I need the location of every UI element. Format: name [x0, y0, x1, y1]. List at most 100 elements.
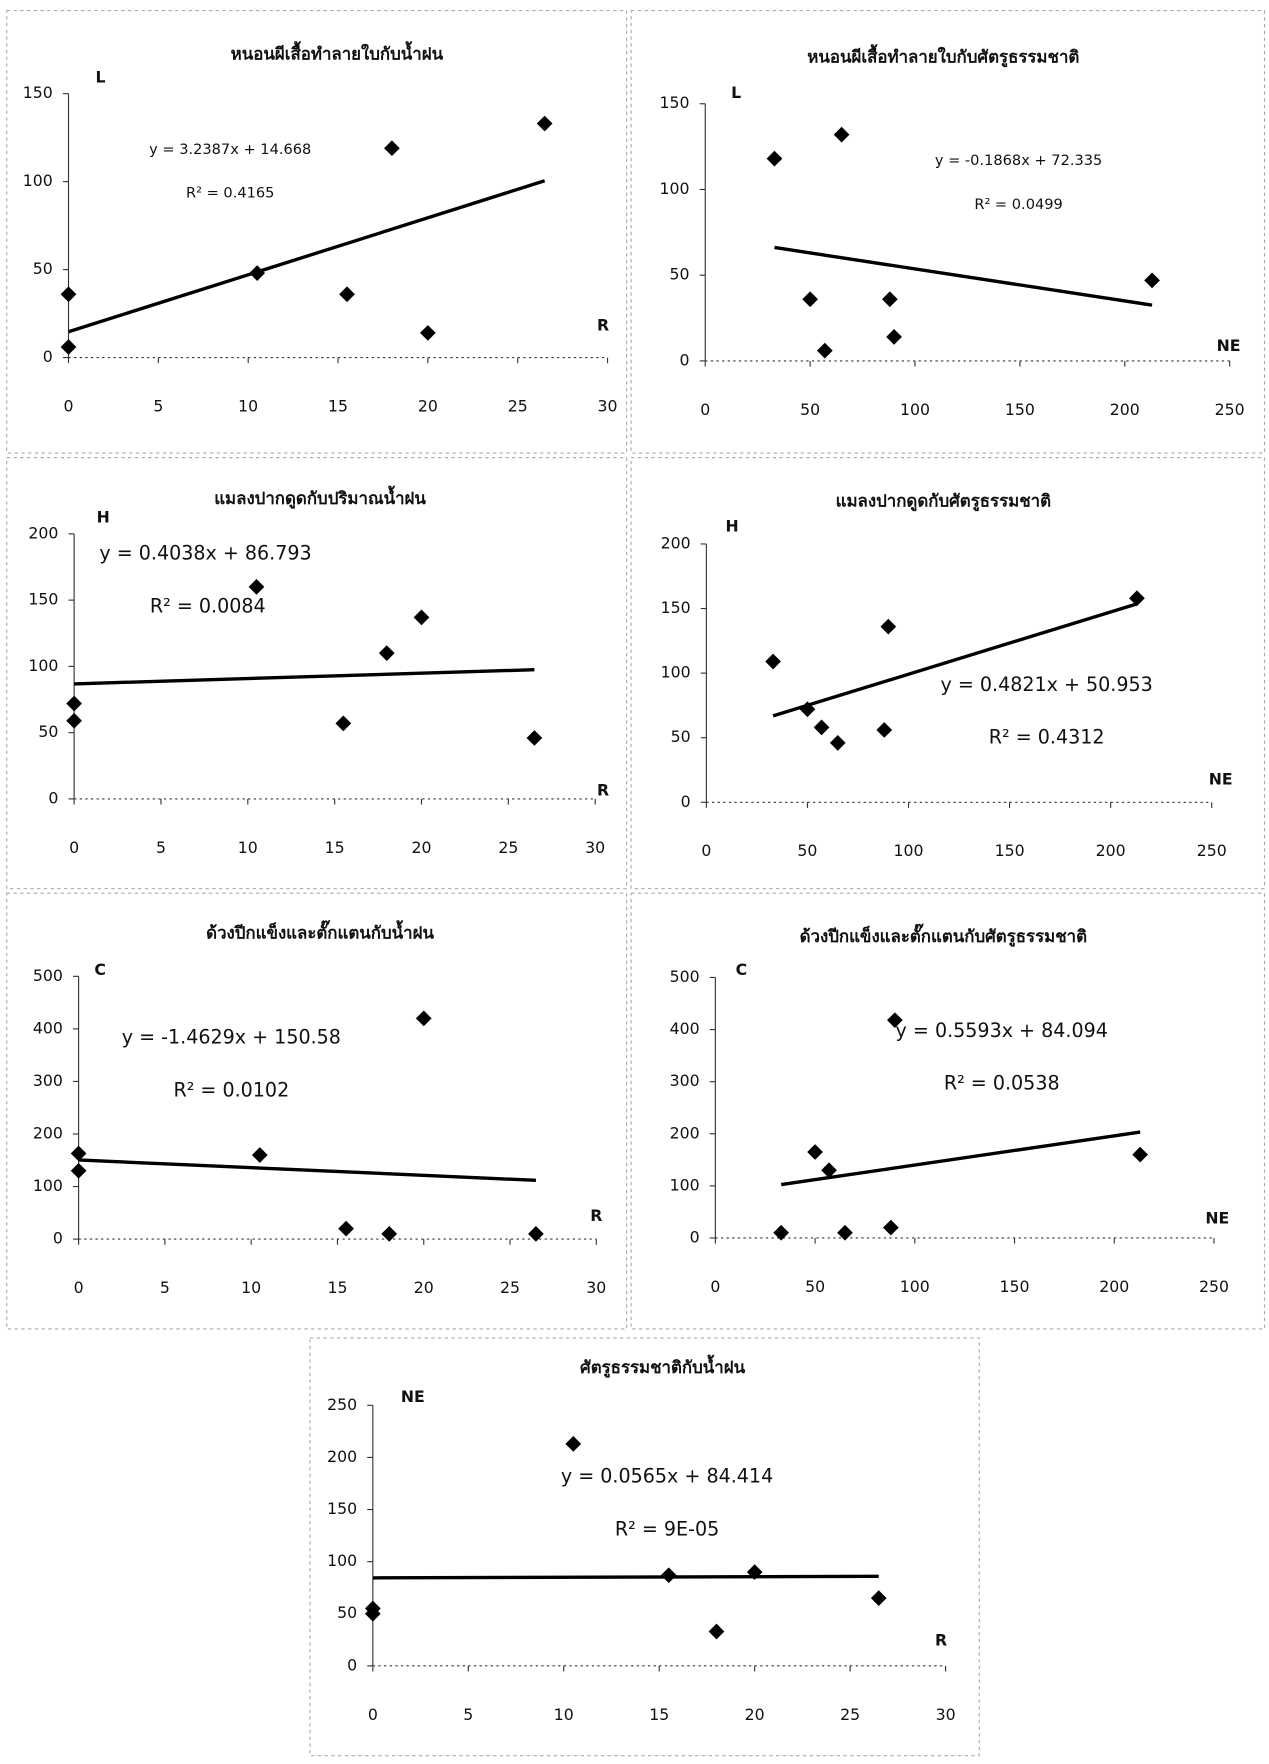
x-tick-label: 20 [418, 396, 438, 415]
page: หนอนผีเสื้อทำลายใบกับน้ำฝน05010015005101… [0, 0, 1269, 1764]
chart-title: ด้วงปีกแข็งและตั๊กแตนกับศัตรูธรรมชาติ [800, 923, 1087, 948]
x-tick-label: 0 [69, 838, 79, 857]
x-tick-label: 30 [586, 1278, 606, 1297]
x-tick-label: 250 [1197, 841, 1227, 860]
data-point [61, 286, 77, 302]
data-point [1129, 590, 1145, 606]
x-tick-label: 5 [160, 1278, 170, 1297]
trend-equation: y = 0.0565x + 84.414 [561, 1465, 773, 1488]
data-point [871, 1590, 887, 1606]
x-tick-label: 20 [745, 1705, 765, 1724]
data-point [661, 1567, 677, 1583]
x-tick-label: 0 [63, 396, 73, 415]
x-tick-label: 15 [328, 396, 348, 415]
y-tick-label: 0 [681, 792, 691, 811]
r-squared: R² = 0.0499 [974, 196, 1062, 213]
x-tick-label: 100 [894, 841, 924, 860]
trend-equation: y = 0.4821x + 50.953 [940, 673, 1152, 696]
y-tick-label: 100 [670, 1175, 700, 1194]
chart-title: ด้วงปีกแข็งและตั๊กแตนกับน้ำฝน [206, 920, 434, 943]
trend-equation: y = -1.4629x + 150.58 [122, 1026, 341, 1049]
y-tick-label: 0 [680, 350, 690, 369]
y-tick-label: 50 [38, 722, 58, 741]
data-point [252, 1147, 268, 1163]
y-tick-label: 100 [327, 1551, 357, 1570]
data-point [66, 696, 82, 712]
r-squared: R² = 0.0538 [944, 1072, 1060, 1095]
x-tick-label: 0 [701, 841, 711, 860]
x-tick-label: 50 [800, 400, 820, 419]
data-point [527, 730, 543, 746]
y-tick-label: 300 [670, 1071, 700, 1090]
data-point [880, 619, 896, 635]
data-point [709, 1624, 725, 1640]
y-axis-label: L [731, 83, 741, 102]
x-tick-label: 200 [1099, 1277, 1129, 1296]
y-tick-label: 150 [28, 590, 58, 609]
y-tick-label: 150 [660, 93, 690, 112]
x-tick-label: 20 [411, 838, 431, 857]
y-tick-label: 150 [661, 598, 691, 617]
x-tick-label: 10 [241, 1278, 261, 1297]
y-axis-label: H [97, 508, 110, 527]
y-axis-label: L [95, 67, 105, 86]
x-tick-label: 5 [156, 838, 166, 857]
data-point [1144, 272, 1160, 288]
trendline [773, 604, 1137, 716]
y-tick-label: 200 [33, 1124, 63, 1143]
x-tick-label: 50 [797, 841, 817, 860]
trendline [373, 1576, 879, 1578]
trend-equation: y = 0.4038x + 86.793 [99, 542, 311, 565]
r-squared: R² = 0.0084 [150, 594, 266, 617]
trend-equation: y = -0.1868x + 72.335 [935, 152, 1103, 169]
x-tick-label: 15 [649, 1705, 669, 1724]
y-tick-label: 400 [33, 1018, 63, 1037]
y-tick-label: 50 [671, 727, 691, 746]
data-point [338, 1221, 354, 1237]
panel-frame [7, 893, 627, 1329]
panel-frame [631, 11, 1264, 453]
x-tick-label: 100 [900, 400, 930, 419]
trend-equation: y = 0.5593x + 84.094 [896, 1019, 1108, 1042]
x-tick-label: 250 [1199, 1277, 1229, 1296]
x-tick-label: 0 [368, 1705, 378, 1724]
x-tick-label: 150 [1000, 1277, 1030, 1296]
data-point [807, 1144, 823, 1160]
chart-title: ศัตรูธรรมชาติกับน้ำฝน [580, 1354, 746, 1379]
y-tick-label: 0 [48, 788, 58, 807]
chart-title: แมลงปากดูดกับปริมาณน้ำฝน [214, 485, 426, 510]
data-point [249, 579, 265, 595]
x-tick-label: 10 [238, 396, 258, 415]
y-tick-label: 50 [33, 259, 53, 278]
x-axis-label: R [597, 316, 609, 335]
x-tick-label: 100 [900, 1277, 930, 1296]
y-tick-label: 200 [28, 523, 58, 542]
x-tick-label: 0 [700, 400, 710, 419]
x-tick-label: 25 [508, 396, 528, 415]
x-tick-label: 30 [598, 396, 618, 415]
data-point [528, 1226, 544, 1242]
x-tick-label: 30 [936, 1705, 956, 1724]
x-tick-label: 5 [463, 1705, 473, 1724]
x-axis-label: R [597, 781, 609, 800]
x-tick-label: 20 [414, 1278, 434, 1297]
data-point [882, 291, 898, 307]
y-tick-label: 200 [661, 533, 691, 552]
y-tick-label: 0 [53, 1229, 63, 1248]
x-axis-label: R [590, 1206, 602, 1225]
data-point [379, 645, 395, 661]
x-axis-label: NE [1209, 769, 1233, 788]
x-tick-label: 15 [325, 838, 345, 857]
x-axis-label: NE [1205, 1208, 1229, 1227]
x-axis-label: R [935, 1631, 947, 1650]
y-tick-label: 0 [347, 1655, 357, 1674]
data-point [830, 735, 846, 751]
y-tick-label: 400 [670, 1019, 700, 1038]
data-point [335, 716, 351, 732]
r-squared: R² = 9E-05 [615, 1517, 719, 1540]
panel-frame [631, 893, 1264, 1329]
y-tick-label: 50 [670, 265, 690, 284]
y-tick-label: 150 [23, 83, 53, 102]
y-tick-label: 500 [33, 966, 63, 985]
y-tick-label: 200 [670, 1123, 700, 1142]
